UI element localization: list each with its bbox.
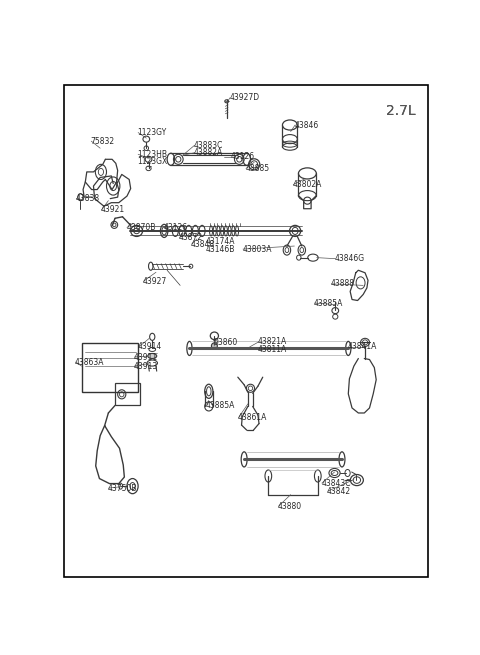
Text: 43811A: 43811A: [258, 345, 287, 354]
Text: 75832: 75832: [91, 137, 115, 145]
Text: 43846: 43846: [294, 121, 319, 130]
Text: 43913: 43913: [133, 362, 158, 371]
Text: 43126: 43126: [163, 223, 188, 232]
Text: 43870B: 43870B: [126, 223, 156, 232]
Text: 43750B: 43750B: [108, 483, 137, 493]
Ellipse shape: [148, 354, 156, 358]
Text: 43838: 43838: [76, 194, 100, 203]
Text: 1123GX: 1123GX: [137, 157, 168, 166]
Text: 43848: 43848: [191, 240, 215, 248]
Text: 43883C: 43883C: [194, 141, 223, 150]
Text: 43882A: 43882A: [194, 148, 223, 157]
Ellipse shape: [211, 343, 217, 349]
Text: 1123GY: 1123GY: [137, 128, 167, 137]
Text: 43863A: 43863A: [75, 358, 104, 367]
Bar: [82, 343, 138, 392]
Text: 43821A: 43821A: [258, 337, 287, 346]
Text: 43146B: 43146B: [206, 244, 235, 253]
Text: 43841A: 43841A: [347, 343, 376, 352]
Text: 43802A: 43802A: [292, 180, 322, 189]
Text: 2.7L: 2.7L: [385, 104, 415, 119]
Text: 1123HB: 1123HB: [137, 150, 168, 159]
Text: 43880: 43880: [277, 502, 302, 511]
Text: 43888: 43888: [331, 280, 355, 288]
Text: 43842: 43842: [327, 487, 351, 496]
Text: 43927: 43927: [143, 277, 167, 286]
Text: 43927D: 43927D: [229, 93, 259, 102]
Text: 93860: 93860: [213, 339, 238, 347]
Text: 43126: 43126: [230, 152, 254, 161]
Text: 43872: 43872: [179, 233, 203, 242]
Text: 43843C: 43843C: [321, 479, 351, 487]
Text: 43914: 43914: [138, 343, 162, 352]
Text: 43885: 43885: [245, 164, 269, 173]
Text: 43174A: 43174A: [206, 236, 235, 246]
Text: 43861A: 43861A: [238, 413, 267, 422]
Text: 43846G: 43846G: [335, 254, 365, 263]
Text: 43921: 43921: [101, 205, 125, 214]
Text: 43803A: 43803A: [242, 244, 272, 253]
Bar: [115, 383, 140, 405]
Text: 43885A: 43885A: [206, 401, 235, 410]
Text: 43885A: 43885A: [314, 299, 343, 308]
Text: 2.7L: 2.7L: [385, 104, 415, 119]
Text: 43911: 43911: [133, 352, 158, 362]
